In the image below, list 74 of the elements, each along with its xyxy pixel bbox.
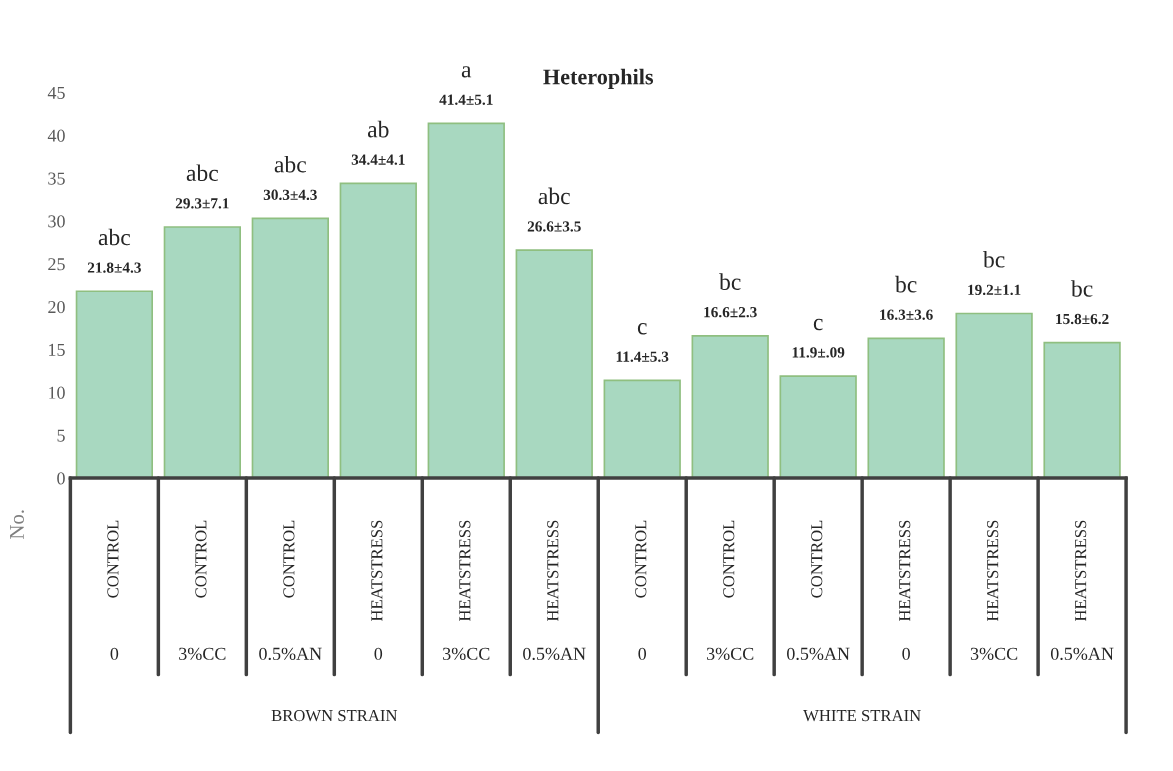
text: 0 bbox=[374, 647, 383, 660]
text: 0.5%AN bbox=[259, 647, 322, 660]
y-tick-label: 0 bbox=[57, 472, 65, 485]
data-label: 41.4±5.1 bbox=[439, 94, 493, 105]
text: 3%CC bbox=[970, 647, 1018, 660]
data-label: 15.8±6.2 bbox=[1056, 313, 1109, 325]
bar bbox=[779, 375, 857, 479]
x-tick-label: CONTROL bbox=[195, 520, 207, 598]
text: 0.5%AN bbox=[1050, 647, 1114, 660]
bar bbox=[515, 249, 593, 479]
text: 0.5%AN bbox=[787, 647, 850, 660]
annotation: bc bbox=[719, 273, 741, 290]
x-tick-label: CONTROL bbox=[811, 520, 823, 598]
annotation: abc bbox=[274, 155, 306, 173]
text: WHITE STRAIN bbox=[803, 710, 921, 722]
text: 0 bbox=[902, 647, 910, 660]
bar bbox=[603, 379, 681, 479]
annotation: bc bbox=[1070, 280, 1093, 297]
text: BROWN STRAIN bbox=[271, 710, 398, 722]
bar bbox=[163, 226, 242, 479]
y-axis-title: No. bbox=[10, 510, 25, 540]
text: 0.5%AN bbox=[523, 647, 586, 660]
y-tick-label: 20 bbox=[48, 300, 65, 314]
text: 3%CC bbox=[706, 647, 754, 660]
x-tick-label: CONTROL bbox=[635, 520, 647, 598]
y-tick-label: 5 bbox=[57, 429, 65, 442]
annotation: c bbox=[813, 318, 823, 331]
data-label: 34.4±4.1 bbox=[351, 154, 405, 165]
x-tick-label: HEATSTRESS bbox=[1075, 520, 1087, 622]
x-tick-label: HEATSTRESS bbox=[899, 520, 911, 622]
bar bbox=[955, 312, 1033, 479]
x-tick-label: HEATSTRESS bbox=[459, 520, 471, 622]
data-label: 21.8±4.3 bbox=[87, 262, 141, 273]
x-tick-label: HEATSTRESS bbox=[547, 520, 559, 622]
y-tick-label: 35 bbox=[48, 172, 65, 185]
data-label: 11.9±.09 bbox=[792, 347, 845, 358]
data-label: 11.4±5.3 bbox=[616, 351, 669, 362]
text: 3%CC bbox=[179, 647, 226, 660]
annotation: bc bbox=[982, 251, 1005, 268]
annotation: ab bbox=[367, 120, 389, 138]
data-label: 26.6±3.5 bbox=[527, 221, 581, 232]
data-label: 16.3±3.6 bbox=[880, 309, 933, 320]
data-label: 19.2±1.1 bbox=[968, 284, 1021, 296]
y-tick-label: 30 bbox=[48, 215, 65, 228]
bar bbox=[251, 217, 329, 479]
annotation: c bbox=[637, 323, 647, 335]
annotation: bc bbox=[895, 275, 917, 293]
bar bbox=[75, 290, 154, 479]
x-tick-label: HEATSTRESS bbox=[371, 520, 383, 622]
bar bbox=[691, 334, 769, 479]
x-tick-label: CONTROL bbox=[723, 520, 735, 598]
y-tick-label: 45 bbox=[47, 86, 65, 99]
data-label: 30.3±4.3 bbox=[263, 189, 317, 200]
y-tick-label: 25 bbox=[48, 258, 65, 271]
text: 0 bbox=[638, 647, 647, 660]
x-tick-label: CONTROL bbox=[107, 520, 119, 598]
data-label: 29.3±7.1 bbox=[175, 198, 229, 209]
chart-title: Heterophils bbox=[543, 68, 654, 89]
annotation: abc bbox=[98, 228, 131, 246]
text: 0 bbox=[110, 647, 119, 660]
bar bbox=[1043, 341, 1121, 479]
annotation: abc bbox=[186, 164, 218, 182]
data-label: 16.6±2.3 bbox=[704, 307, 757, 318]
y-tick-label: 15 bbox=[49, 343, 65, 356]
x-tick-label: CONTROL bbox=[283, 520, 295, 598]
bar bbox=[427, 122, 505, 479]
y-tick-label: 10 bbox=[49, 386, 65, 399]
annotation: abc bbox=[538, 187, 570, 205]
bar bbox=[867, 337, 945, 479]
y-tick-label: 40 bbox=[47, 129, 65, 142]
bar bbox=[339, 182, 417, 479]
x-tick-label: HEATSTRESS bbox=[987, 520, 999, 622]
text: 3%CC bbox=[443, 647, 490, 660]
text: a bbox=[461, 66, 472, 78]
